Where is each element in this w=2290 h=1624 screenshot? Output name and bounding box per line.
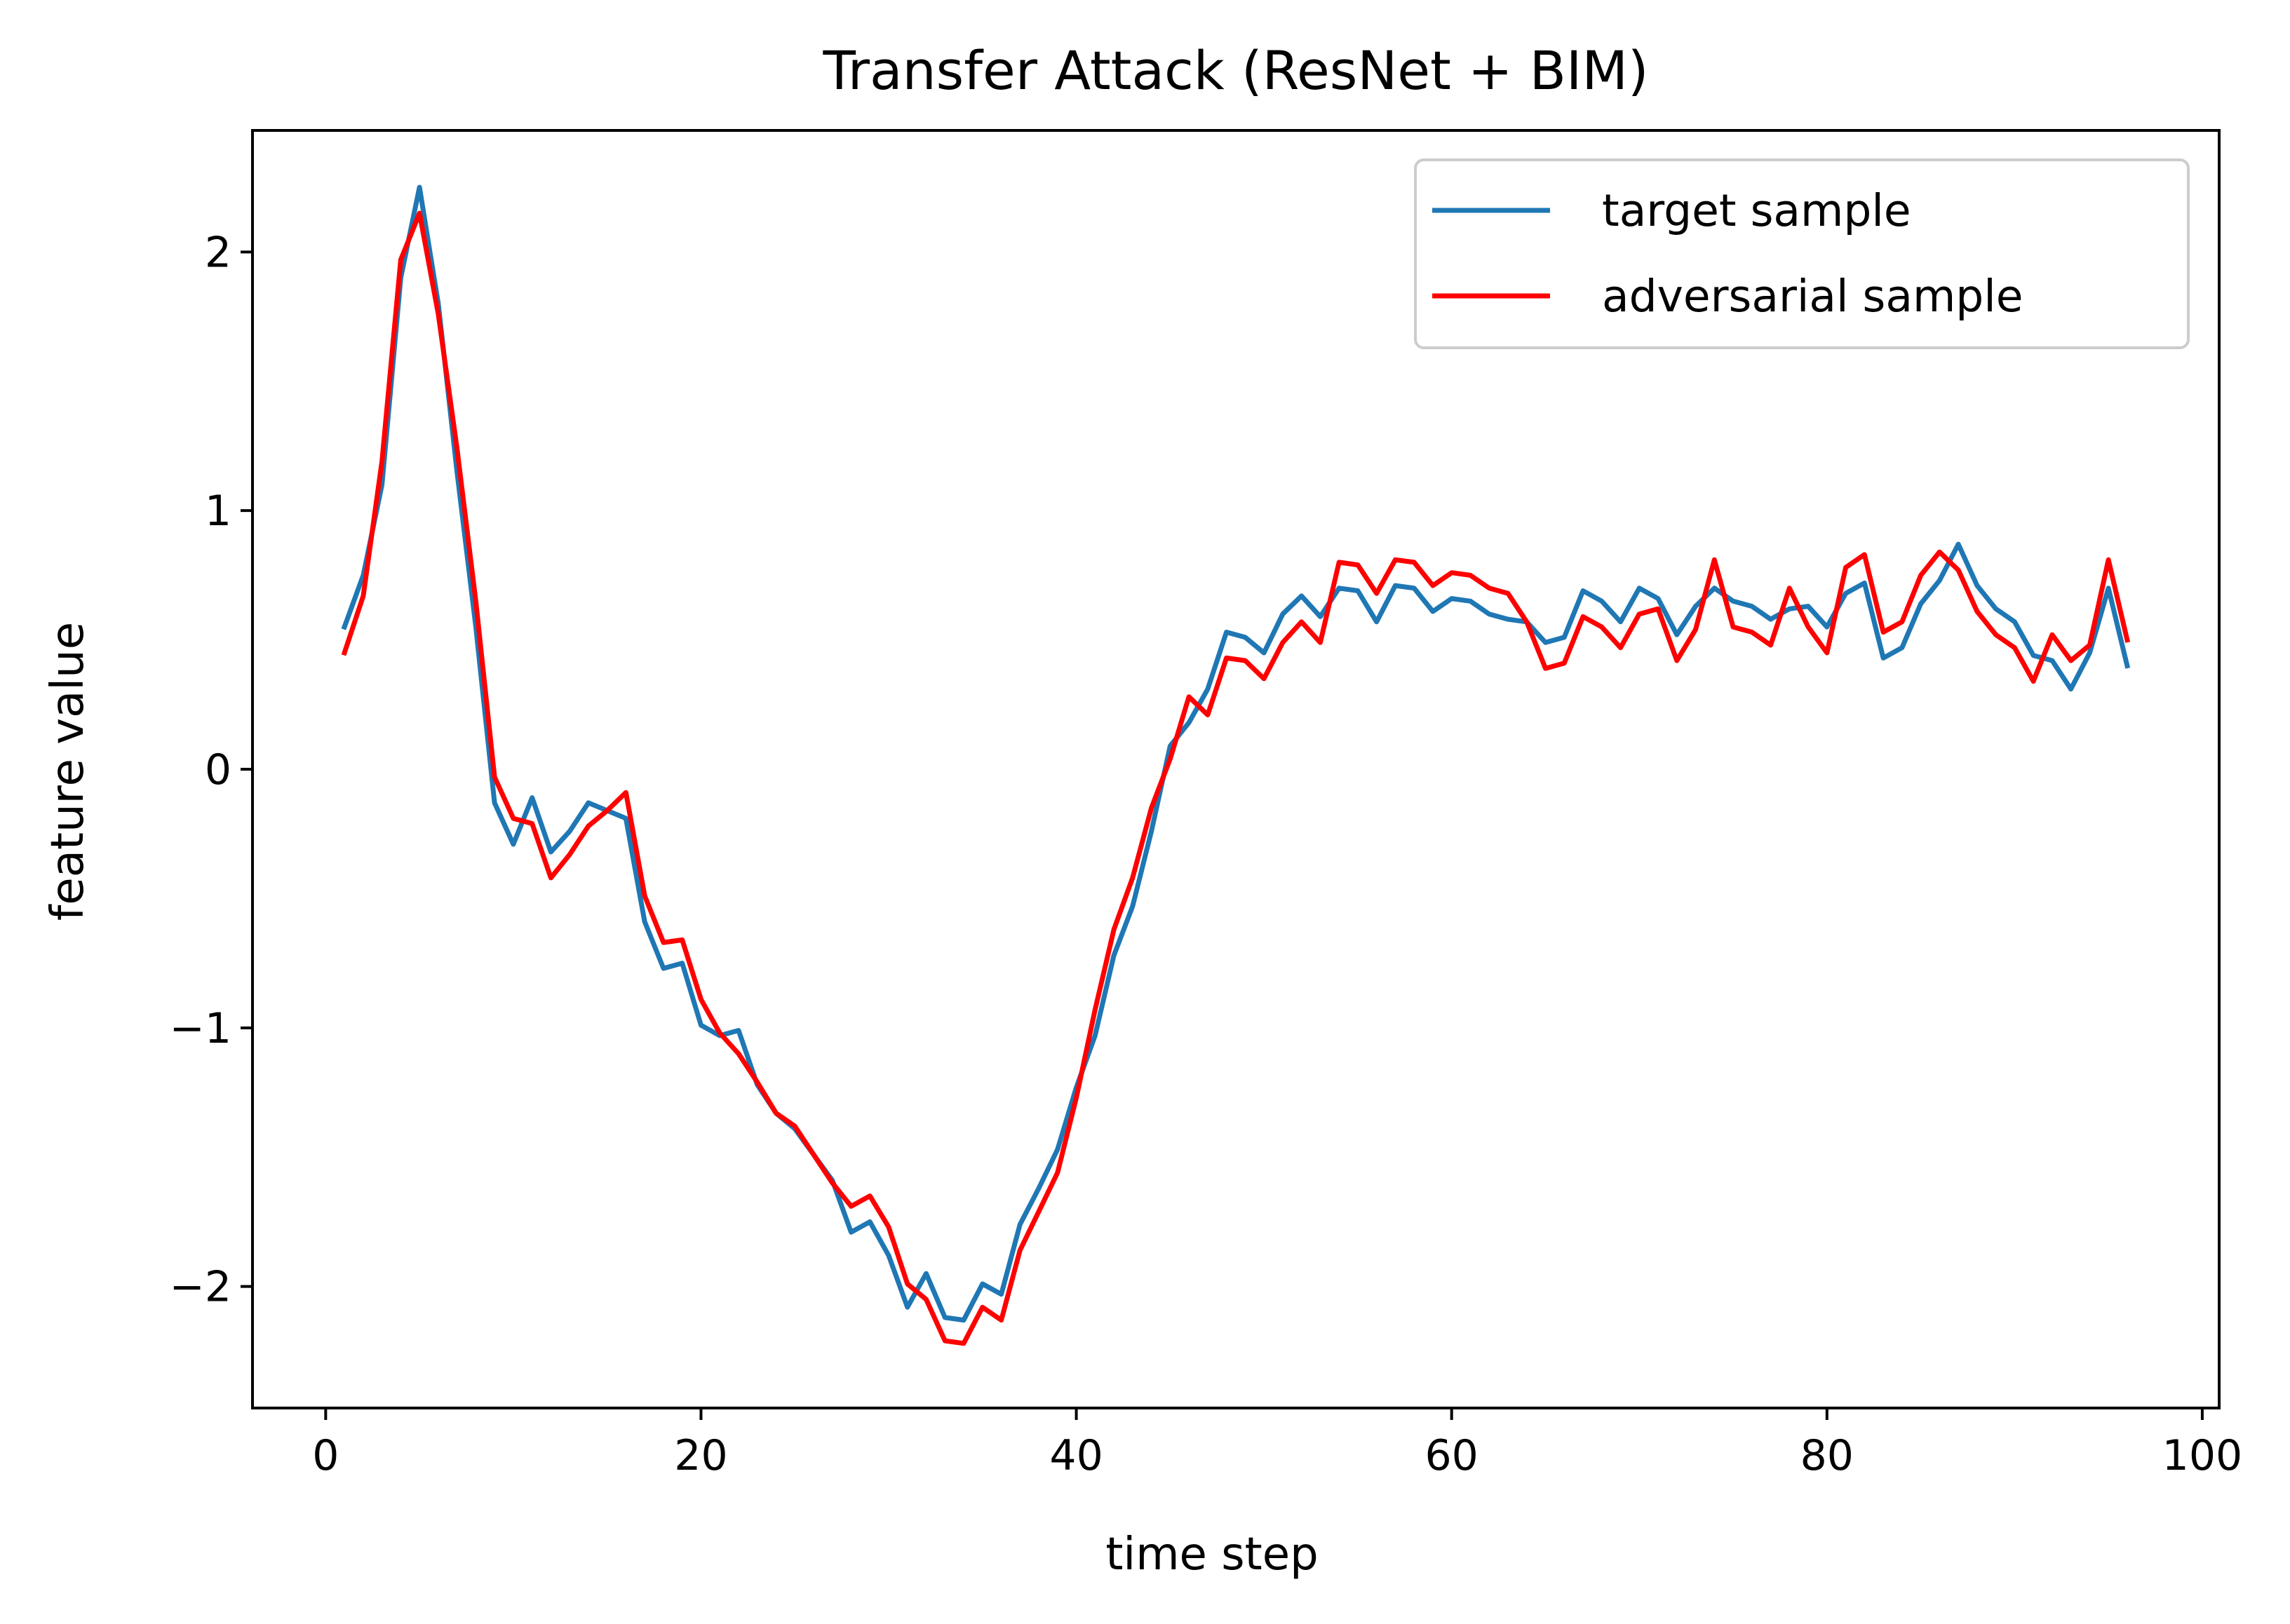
legend-label: target sample xyxy=(1602,185,1911,236)
y-tick-label: −2 xyxy=(170,1263,231,1312)
y-tick-label: 0 xyxy=(205,745,231,794)
y-tick-label: −1 xyxy=(170,1004,231,1053)
y-axis-label: feature value xyxy=(42,622,94,921)
y-tick-label: 1 xyxy=(205,487,231,536)
legend-box xyxy=(1414,158,2190,349)
chart-title: Transfer Attack (ResNet + BIM) xyxy=(822,39,1648,102)
x-tick-label: 100 xyxy=(2162,1431,2243,1480)
series-line-adversarial-sample xyxy=(341,210,2131,1346)
x-tick-label: 40 xyxy=(1049,1431,1103,1480)
x-tick-label: 80 xyxy=(1800,1431,1854,1480)
legend: target sample adversarial sample xyxy=(1414,158,2190,349)
x-axis-label: time step xyxy=(1105,1529,1318,1581)
legend-label: adversarial sample xyxy=(1602,271,2023,322)
plot-area: 0 20 40 60 80 100 −2 −1 0 1 2 xyxy=(170,129,2242,1480)
x-tick-label: 20 xyxy=(674,1431,727,1480)
x-tick-label: 60 xyxy=(1425,1431,1479,1480)
series-line-target-sample xyxy=(341,184,2131,1323)
x-tick-label: 0 xyxy=(312,1431,339,1480)
y-tick-label: 2 xyxy=(205,228,231,277)
y-axis: −2 −1 0 1 2 xyxy=(170,228,252,1312)
x-axis: 0 20 40 60 80 100 xyxy=(312,1408,2242,1480)
series-layer xyxy=(341,184,2131,1346)
